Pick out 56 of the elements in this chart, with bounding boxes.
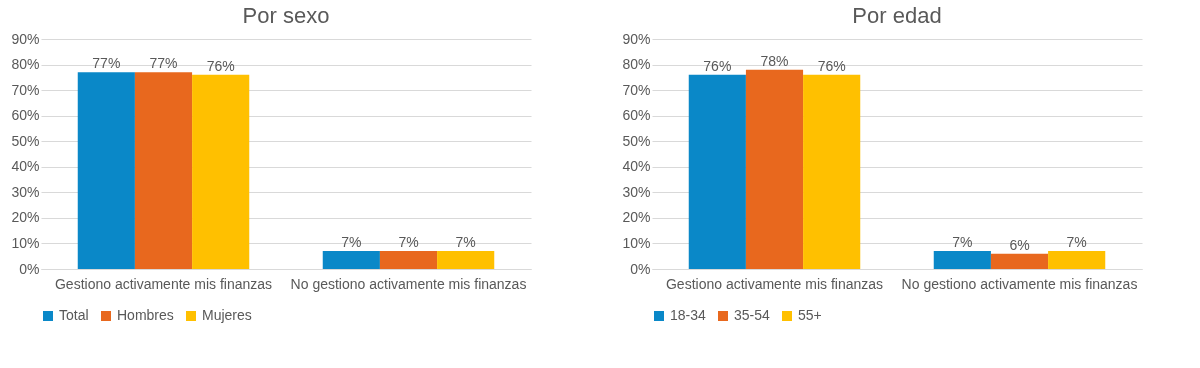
y-tick-label: 80% (11, 56, 40, 73)
data-label: 7% (455, 234, 476, 251)
y-tick-label: 30% (11, 183, 40, 200)
bar (379, 251, 438, 269)
bar (688, 74, 746, 269)
y-tick-label: 50% (11, 132, 40, 149)
legend-label: Total (59, 307, 89, 323)
x-tick-label: No gestiono activamente mis finanzas (290, 275, 527, 292)
y-tick-label: 0% (19, 260, 40, 277)
bar (990, 253, 1049, 269)
bar (933, 251, 991, 269)
bar (77, 72, 135, 269)
data-label: 78% (760, 52, 789, 69)
chart-title: Por sexo (242, 3, 330, 28)
data-label: 7% (952, 234, 973, 251)
y-tick-label: 70% (11, 81, 40, 98)
data-label: 7% (398, 234, 419, 251)
y-tick-label: 40% (622, 158, 651, 175)
bar (437, 251, 495, 269)
legend-label: 18-34 (670, 307, 707, 323)
bar (745, 69, 804, 269)
y-tick-label: 40% (11, 158, 40, 175)
y-tick-label: 0% (630, 260, 651, 277)
y-tick-label: 10% (622, 234, 651, 251)
data-label: 76% (206, 57, 235, 74)
y-tick-label: 70% (622, 81, 651, 98)
legend-label: 35-54 (734, 307, 771, 323)
y-tick-label: 60% (622, 107, 651, 124)
x-tick-label: No gestiono activamente mis finanzas (901, 275, 1138, 292)
y-tick-label: 90% (622, 30, 651, 47)
chart-title: Por edad (852, 3, 942, 28)
y-tick-label: 10% (11, 234, 40, 251)
y-tick-label: 30% (622, 183, 651, 200)
data-label: 6% (1009, 236, 1030, 253)
legend-label: Mujeres (202, 307, 252, 323)
bar (1048, 251, 1106, 269)
y-tick-label: 80% (622, 56, 651, 73)
y-tick-label: 60% (11, 107, 40, 124)
bar (134, 72, 193, 269)
bar (803, 74, 861, 269)
x-tick-label: Gestiono activamente mis finanzas (54, 275, 273, 292)
y-tick-label: 20% (11, 209, 40, 226)
legend-label: 55+ (798, 307, 822, 323)
data-label: 77% (149, 55, 178, 72)
x-tick-label: Gestiono activamente mis finanzas (665, 275, 884, 292)
data-label: 7% (341, 234, 362, 251)
y-tick-label: 90% (11, 30, 40, 47)
y-tick-label: 20% (622, 209, 651, 226)
y-tick-label: 50% (622, 132, 651, 149)
bar (322, 251, 380, 269)
bar (192, 74, 250, 269)
data-label: 77% (92, 55, 121, 72)
data-label: 76% (817, 57, 846, 74)
data-label: 7% (1066, 234, 1087, 251)
data-label: 76% (703, 57, 732, 74)
legend-label: Hombres (117, 307, 174, 323)
